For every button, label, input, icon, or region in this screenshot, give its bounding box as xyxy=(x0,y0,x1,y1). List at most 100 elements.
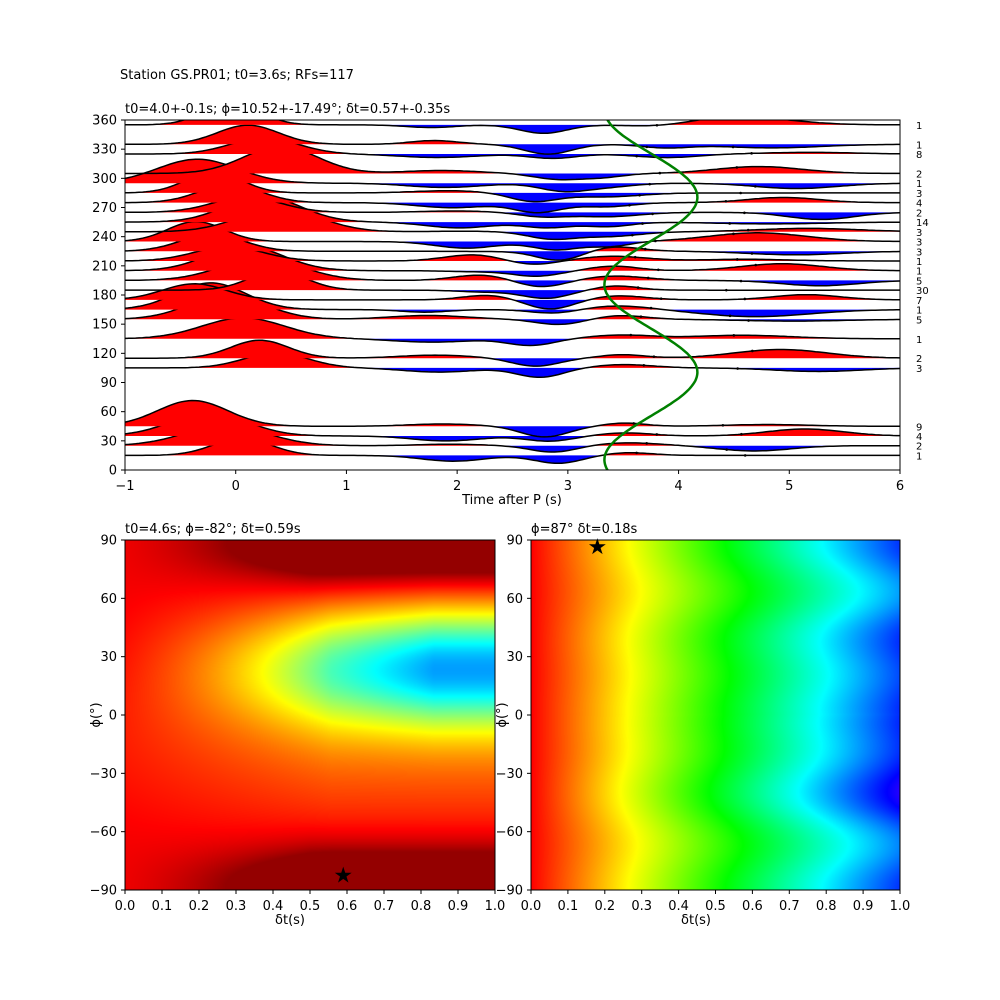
pick-dot xyxy=(739,279,743,283)
pick-dot xyxy=(636,286,640,289)
pick-dot xyxy=(728,222,731,225)
bin-count-label: 2 xyxy=(916,354,922,365)
energy-heatmap-panel: t0=4.6s; ϕ=-82°; δt=0.59s ★ 0.0 0.1 0.2 0.3… xyxy=(89,522,505,928)
y-tick-label: 0 xyxy=(109,709,117,724)
best-fit-star-icon: ★ xyxy=(333,863,353,888)
trace-fill xyxy=(664,120,900,125)
pick-dot xyxy=(642,363,646,367)
heatmap-right-title: ϕ=87° δt=0.18s xyxy=(531,522,638,537)
bin-count-label: 9 xyxy=(916,422,922,433)
pick-dot xyxy=(656,268,660,272)
trace-fill xyxy=(329,241,650,250)
trace-fill xyxy=(125,438,351,456)
bin-count-label: 30 xyxy=(916,286,929,297)
pick-dot xyxy=(731,145,735,149)
x-tick-label: 0.2 xyxy=(189,899,210,914)
trace-line xyxy=(125,171,900,203)
heatmap-right-x-label: δt(s) xyxy=(681,913,711,928)
x-tick-label: 1.0 xyxy=(890,899,911,914)
bin-count-label: 1 xyxy=(916,257,922,268)
trace-fill xyxy=(125,197,499,213)
pick-dot xyxy=(724,288,728,292)
trace-fill xyxy=(125,137,358,155)
x-tick-label: 0.1 xyxy=(152,899,173,914)
pick-dot xyxy=(644,247,647,251)
y-tick-label: 0 xyxy=(109,464,117,479)
bin-count-label: 1 xyxy=(916,306,922,317)
trace-fill xyxy=(491,357,587,367)
pick-dot xyxy=(732,232,735,236)
trace-fill xyxy=(357,338,576,346)
trace-line xyxy=(125,124,900,155)
rf-x-axis-label: Time after P (s) xyxy=(461,493,562,508)
heatmap-left-y-label: ϕ(°) xyxy=(89,702,104,727)
trace-fill xyxy=(125,400,495,427)
heatmap-right-canvas xyxy=(531,540,900,890)
x-tick-label: 0.6 xyxy=(337,899,358,914)
trace-fill xyxy=(125,317,358,339)
trace-fill xyxy=(346,435,590,442)
y-tick-label: −60 xyxy=(90,825,117,840)
x-tick-label: 0.9 xyxy=(853,899,874,914)
y-tick-label: −30 xyxy=(90,767,117,782)
trace-fill xyxy=(653,166,900,174)
trace-fill xyxy=(350,309,583,313)
x-tick-label: 0 xyxy=(232,479,240,494)
trace-fill xyxy=(125,283,516,301)
bin-count-label: 1 xyxy=(916,335,922,346)
pick-dot xyxy=(641,222,644,225)
y-tick-label: 60 xyxy=(100,405,117,420)
x-tick-label: 1 xyxy=(342,479,350,494)
trace-fill xyxy=(361,251,594,261)
heatmap-left-canvas xyxy=(125,540,495,890)
y-tick-label: 30 xyxy=(100,434,117,449)
x-tick-label: 0.8 xyxy=(816,899,837,914)
trace-line xyxy=(125,339,900,367)
y-tick-label: −90 xyxy=(496,884,523,899)
bin-count-label: 4 xyxy=(916,432,922,443)
y-tick-label: 60 xyxy=(506,592,523,607)
heatmap-left-title: t0=4.6s; ϕ=-82°; δt=0.59s xyxy=(125,522,301,537)
trace-fill xyxy=(396,270,580,277)
pick-dot xyxy=(743,211,746,215)
pick-dot xyxy=(631,233,634,237)
x-tick-label: 0.0 xyxy=(115,899,136,914)
pick-dot xyxy=(750,152,753,155)
x-tick-label: 2 xyxy=(453,479,461,494)
pick-dot xyxy=(655,123,659,127)
pick-dot xyxy=(746,228,750,232)
rf-traces xyxy=(125,120,900,465)
trace-fill xyxy=(125,340,492,359)
y-tick-label: 270 xyxy=(92,201,117,216)
best-fit-star-icon: ★ xyxy=(588,535,608,560)
pick-dot xyxy=(747,115,750,118)
pick-dot xyxy=(751,349,754,353)
trace-fill xyxy=(494,231,686,240)
x-tick-label: 3 xyxy=(564,479,572,494)
x-tick-label: 0.1 xyxy=(558,899,579,914)
pick-dot xyxy=(628,204,631,207)
bin-count-label: 1 xyxy=(916,179,922,190)
x-tick-label: 0.7 xyxy=(374,899,395,914)
x-tick-label: 0.2 xyxy=(594,899,615,914)
y-tick-label: 120 xyxy=(92,347,117,362)
trace-fill xyxy=(586,349,900,359)
misfit-heatmap-panel: ϕ=87° δt=0.18s ★ 0.0 0.1 0.2 0.3 0.4 0.5 0.6 0.… xyxy=(495,522,910,928)
pick-dot xyxy=(736,367,739,370)
heatmap-right-y-ticks: −90 −60 −30 0 30 60 90 xyxy=(496,534,531,899)
pick-dot xyxy=(725,448,728,451)
bin-count-label: 14 xyxy=(916,218,929,229)
trace-fill xyxy=(590,294,900,300)
bin-count-label: 3 xyxy=(916,364,922,375)
trace-fill xyxy=(125,271,397,291)
x-tick-label: 0.4 xyxy=(263,899,284,914)
x-tick-label: 0.3 xyxy=(631,899,652,914)
x-tick-label: 4 xyxy=(674,479,682,494)
trace-fill xyxy=(706,280,900,286)
receiver-function-panel: t0=4.0+-0.1s; ϕ=10.52+-17.49°; δt=0.57+-… xyxy=(92,102,929,508)
heatmap-left-x-label: δt(s) xyxy=(275,913,305,928)
pick-dot xyxy=(635,154,638,158)
bin-count-label: 2 xyxy=(916,442,922,453)
